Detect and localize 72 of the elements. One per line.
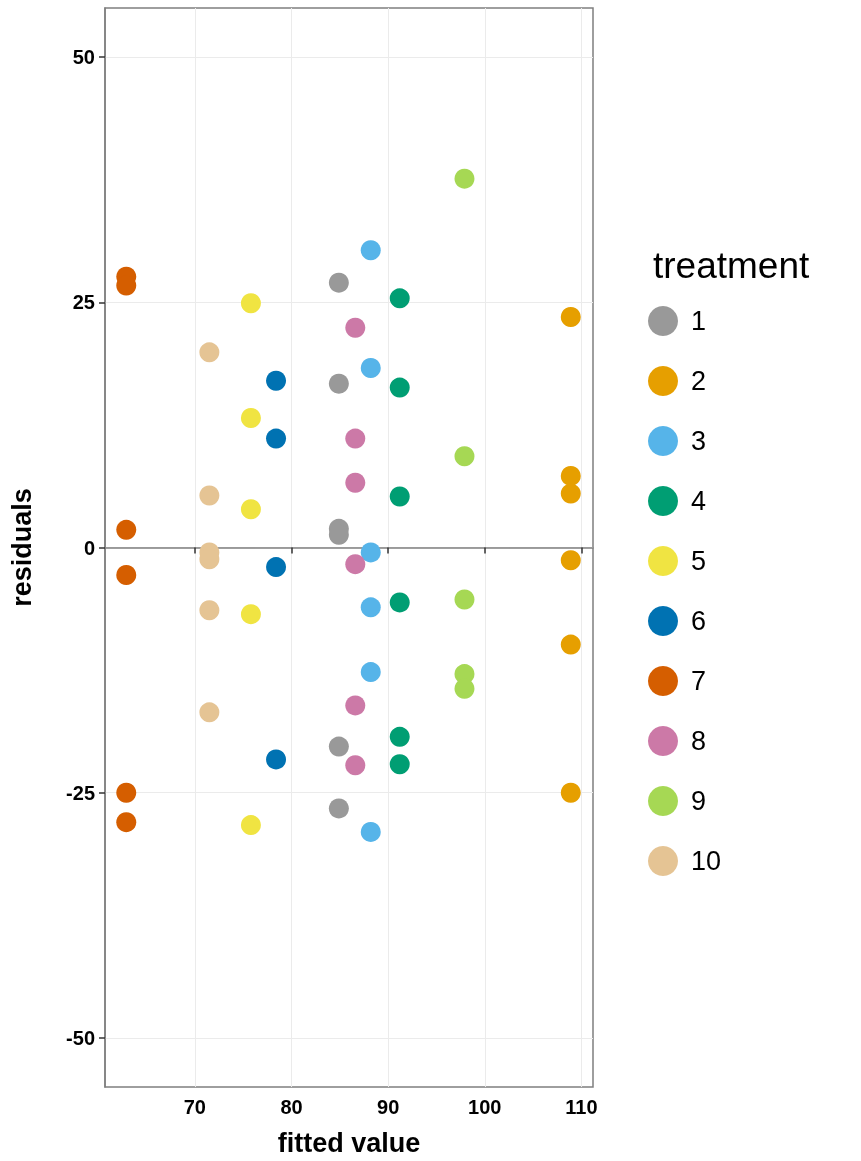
point bbox=[266, 749, 287, 770]
legend-label: 9 bbox=[691, 786, 707, 816]
y-tick-label: 50 bbox=[72, 46, 95, 69]
legend-title: treatment bbox=[653, 245, 811, 286]
y-axis-title: residuals bbox=[6, 488, 37, 607]
x-tick-label: 110 bbox=[565, 1096, 598, 1118]
point bbox=[328, 272, 349, 293]
point bbox=[389, 726, 410, 747]
point bbox=[116, 519, 137, 540]
point bbox=[266, 428, 287, 449]
point bbox=[360, 597, 381, 618]
point bbox=[240, 408, 261, 429]
point bbox=[454, 446, 475, 467]
point bbox=[454, 678, 475, 699]
point bbox=[345, 695, 366, 716]
point bbox=[360, 240, 381, 261]
point bbox=[360, 542, 381, 563]
point bbox=[560, 465, 581, 486]
point bbox=[199, 600, 220, 621]
point bbox=[345, 755, 366, 776]
point bbox=[116, 812, 137, 833]
point bbox=[345, 428, 366, 449]
legend-label: 10 bbox=[691, 846, 722, 876]
point bbox=[560, 550, 581, 571]
point bbox=[240, 815, 261, 836]
point bbox=[389, 754, 410, 775]
point bbox=[389, 592, 410, 613]
point bbox=[389, 486, 410, 507]
point bbox=[266, 557, 287, 578]
point bbox=[240, 499, 261, 520]
point bbox=[454, 168, 475, 189]
point bbox=[560, 782, 581, 803]
point bbox=[199, 702, 220, 723]
legend-label: 7 bbox=[691, 666, 707, 696]
point bbox=[345, 472, 366, 493]
x-tick-label: 70 bbox=[183, 1096, 206, 1118]
x-tick-label: 100 bbox=[468, 1096, 502, 1118]
x-tick-label: 80 bbox=[280, 1096, 303, 1118]
point bbox=[199, 485, 220, 506]
point bbox=[389, 288, 410, 309]
x-tick-label: 90 bbox=[377, 1096, 400, 1118]
legend-label: 5 bbox=[691, 546, 707, 576]
legend-label: 8 bbox=[691, 726, 707, 756]
legend-label: 2 bbox=[691, 366, 707, 396]
point bbox=[560, 634, 581, 655]
point bbox=[345, 554, 366, 575]
point bbox=[560, 306, 581, 327]
point bbox=[116, 564, 137, 585]
point bbox=[266, 370, 287, 391]
y-tick-label: 25 bbox=[72, 291, 95, 314]
point bbox=[360, 358, 381, 378]
point bbox=[328, 373, 349, 394]
legend-label: 6 bbox=[691, 606, 707, 636]
y-tick-label: 0 bbox=[83, 536, 95, 559]
legend-label: 1 bbox=[691, 306, 707, 336]
point bbox=[116, 782, 137, 803]
point bbox=[360, 821, 381, 842]
point bbox=[560, 483, 581, 504]
y-tick-label: -50 bbox=[66, 1026, 95, 1049]
point bbox=[240, 604, 261, 625]
point bbox=[389, 377, 410, 398]
x-axis-title: fitted value bbox=[277, 1127, 421, 1158]
point bbox=[328, 798, 349, 819]
point bbox=[199, 342, 220, 363]
point bbox=[345, 317, 366, 338]
point bbox=[454, 589, 475, 610]
legend-label: 4 bbox=[691, 486, 707, 516]
y-tick-label: -25 bbox=[66, 781, 95, 804]
point bbox=[328, 736, 349, 757]
point bbox=[240, 293, 261, 314]
legend-label: 3 bbox=[691, 426, 707, 456]
point bbox=[360, 662, 381, 683]
